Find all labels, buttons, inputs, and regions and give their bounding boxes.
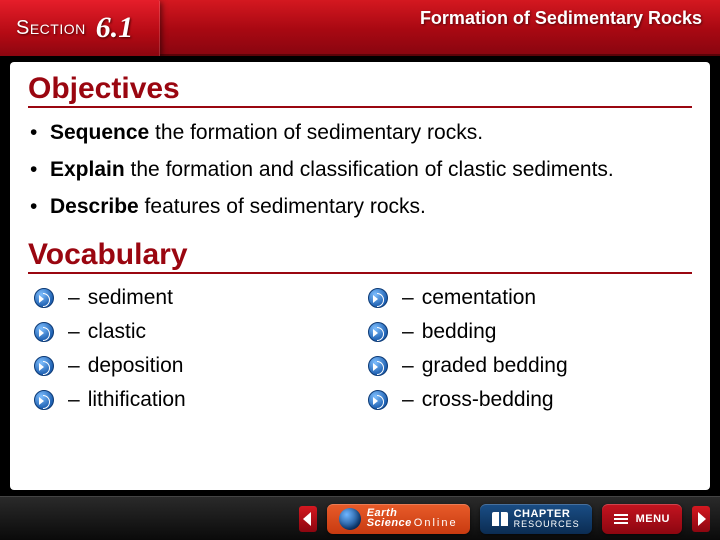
earth-science-online-button[interactable]: Earth ScienceOnline xyxy=(327,504,470,534)
footer-nav: Earth ScienceOnline CHAPTER RESOURCES ME… xyxy=(0,496,720,540)
page-title: Formation of Sedimentary Rocks xyxy=(420,8,702,29)
vocab-item: – sediment xyxy=(34,286,358,310)
speaker-icon[interactable] xyxy=(34,288,54,308)
objective-term: Sequence xyxy=(50,121,149,144)
globe-icon xyxy=(339,508,361,530)
objective-term: Explain xyxy=(50,158,125,181)
vocab-term: clastic xyxy=(88,320,146,344)
speaker-icon[interactable] xyxy=(368,322,388,342)
speaker-icon[interactable] xyxy=(368,356,388,376)
vocab-term: bedding xyxy=(422,320,497,344)
vocab-item: – clastic xyxy=(34,320,358,344)
prev-arrow-button[interactable] xyxy=(299,506,317,532)
objectives-list: Sequence the formation of sedimentary ro… xyxy=(28,120,692,220)
objective-term: Describe xyxy=(50,195,139,218)
vocab-item: – lithification xyxy=(34,388,358,412)
speaker-icon[interactable] xyxy=(34,356,54,376)
vocab-term: cementation xyxy=(422,286,536,310)
vocab-term: lithification xyxy=(88,388,186,412)
dash: – xyxy=(402,286,414,310)
dash: – xyxy=(68,286,80,310)
objective-text: features of sedimentary rocks. xyxy=(139,195,426,218)
section-number: 6.1 xyxy=(96,11,134,45)
list-item: Sequence the formation of sedimentary ro… xyxy=(50,120,692,145)
vocab-term: cross-bedding xyxy=(422,388,554,412)
objective-text: the formation of sedimentary rocks. xyxy=(149,121,483,144)
vocab-term: graded bedding xyxy=(422,354,568,378)
menu-label: MENU xyxy=(636,513,670,525)
menu-icon xyxy=(614,514,628,524)
vocab-item: – cementation xyxy=(368,286,692,310)
content-panel: Objectives Sequence the formation of sed… xyxy=(10,62,710,490)
vocabulary-heading: Vocabulary xyxy=(28,238,692,274)
dash: – xyxy=(68,388,80,412)
book-icon xyxy=(492,512,508,526)
vocab-term: sediment xyxy=(88,286,173,310)
dash: – xyxy=(68,354,80,378)
speaker-icon[interactable] xyxy=(34,390,54,410)
list-item: Describe features of sedimentary rocks. xyxy=(50,194,692,219)
menu-button[interactable]: MENU xyxy=(602,504,682,534)
speaker-icon[interactable] xyxy=(34,322,54,342)
chapter-resources-button[interactable]: CHAPTER RESOURCES xyxy=(480,504,592,534)
vocabulary-grid: – sediment – cementation – clastic – bed… xyxy=(28,286,692,412)
vocab-term: deposition xyxy=(88,354,184,378)
vocab-item: – cross-bedding xyxy=(368,388,692,412)
dash: – xyxy=(402,388,414,412)
speaker-icon[interactable] xyxy=(368,390,388,410)
header-bar: Section 6.1 Formation of Sedimentary Roc… xyxy=(0,0,720,56)
objective-text: the formation and classification of clas… xyxy=(125,158,614,181)
dash: – xyxy=(68,320,80,344)
vocab-item: – deposition xyxy=(34,354,358,378)
dash: – xyxy=(402,354,414,378)
list-item: Explain the formation and classification… xyxy=(50,157,692,182)
next-arrow-button[interactable] xyxy=(692,506,710,532)
speaker-icon[interactable] xyxy=(368,288,388,308)
dash: – xyxy=(402,320,414,344)
vocab-item: – bedding xyxy=(368,320,692,344)
section-badge: Section 6.1 xyxy=(0,0,160,56)
vocab-item: – graded bedding xyxy=(368,354,692,378)
objectives-heading: Objectives xyxy=(28,72,692,108)
section-label: Section xyxy=(16,17,86,40)
